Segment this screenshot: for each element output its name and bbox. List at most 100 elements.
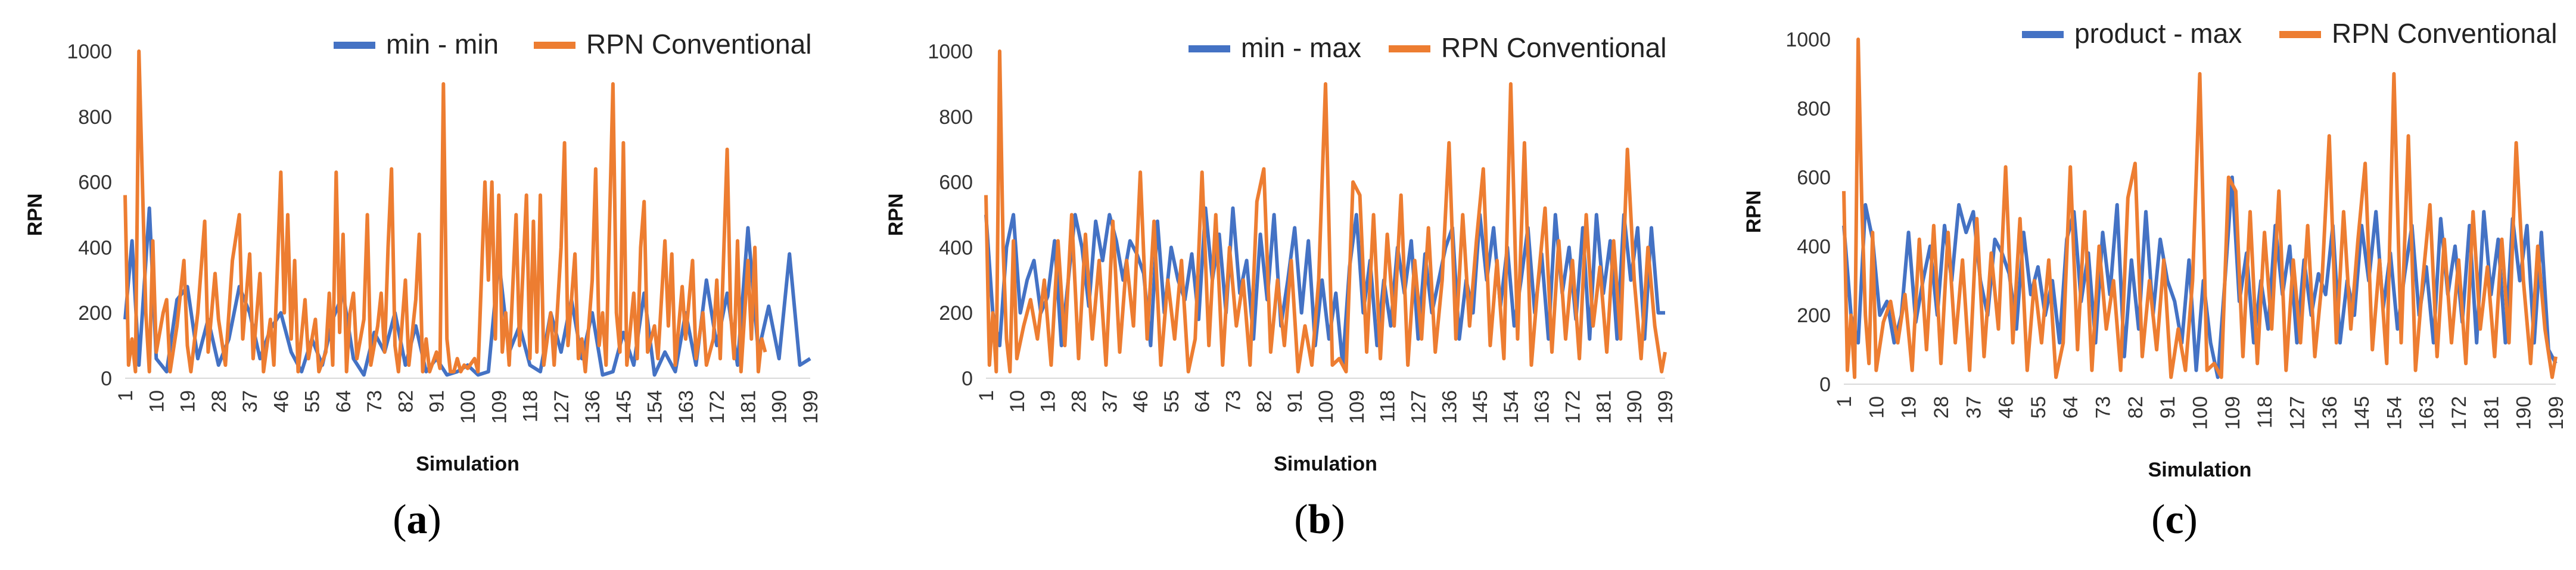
y-tick-label: 600 <box>1797 167 1831 189</box>
x-tick-label: 172 <box>1562 390 1585 424</box>
series-line-primary <box>984 206 1665 367</box>
legend: min - max RPN Conventional <box>1189 32 1666 63</box>
panel-caption: (a) <box>393 497 441 543</box>
y-axis-title: RPN <box>24 194 46 236</box>
x-tick-label: 10 <box>1006 390 1029 413</box>
x-tick-label: 100 <box>1315 390 1337 424</box>
x-tick-label: 46 <box>270 390 293 413</box>
x-tick-label: 82 <box>394 390 417 413</box>
x-tick-label: 109 <box>2222 396 2244 430</box>
y-tick-label: 0 <box>101 367 112 390</box>
x-axis-title: Simulation <box>416 453 519 475</box>
x-tick-label: 172 <box>2448 396 2471 430</box>
y-tick-label: 800 <box>78 106 112 129</box>
y-tick-label: 400 <box>78 236 112 259</box>
y-axis-title: RPN <box>885 194 907 236</box>
x-tick-label: 73 <box>363 390 386 413</box>
legend: product - max RPN Conventional <box>2022 18 2557 49</box>
x-tick-label: 19 <box>1898 396 1921 419</box>
x-tick-label: 64 <box>2059 396 2082 419</box>
x-tick-label: 190 <box>1623 390 1646 424</box>
x-tick-label: 64 <box>332 390 355 413</box>
x-tick-label: 1 <box>114 390 137 401</box>
x-tick-label: 127 <box>2286 396 2309 430</box>
x-tick-label: 181 <box>2480 396 2503 430</box>
y-axis-title: RPN <box>1743 191 1765 233</box>
x-tick-label: 82 <box>2124 396 2147 419</box>
y-tick-label: 600 <box>939 172 973 194</box>
x-tick-label: 199 <box>799 390 822 424</box>
x-tick-label: 28 <box>1930 396 1953 419</box>
x-tick-label: 127 <box>550 390 573 424</box>
x-tick-label: 145 <box>2351 396 2373 430</box>
legend-label: RPN Conventional <box>586 29 811 60</box>
chart-panel-2: 0 200 400 600 800 1000 1 10 19 28 37 46 55 64 73 82 91 10… <box>885 32 1677 543</box>
legend-label: min - max <box>1241 32 1361 63</box>
y-tick-label: 600 <box>78 172 112 194</box>
legend-label: RPN Conventional <box>1441 32 1666 63</box>
panel-caption-letter: a <box>407 497 428 543</box>
x-tick-label: 136 <box>581 390 604 424</box>
panel-caption: (b) <box>1294 497 1345 543</box>
series-line-rpn-conventional <box>984 49 1667 373</box>
y-tick-label: 200 <box>78 302 112 325</box>
x-tick-label: 91 <box>1284 390 1306 413</box>
x-tick-label: 163 <box>2416 396 2438 430</box>
legend-label: product - max <box>2074 18 2242 49</box>
x-tick-label: 154 <box>644 390 667 424</box>
x-tick-label: 28 <box>1068 390 1090 413</box>
x-tick-label: 46 <box>1995 396 2018 419</box>
x-tick-label: 55 <box>301 390 324 413</box>
x-tick-label: 82 <box>1253 390 1275 413</box>
x-tick-label: 127 <box>1407 390 1430 424</box>
x-axis-title: Simulation <box>1274 453 1377 475</box>
x-tick-label: 1 <box>975 390 998 401</box>
series-line-rpn-conventional <box>123 49 767 373</box>
legend-label: RPN Conventional <box>2332 18 2557 49</box>
x-tick-label: 73 <box>1222 390 1245 413</box>
x-tick-label: 28 <box>208 390 231 413</box>
x-tick-label: 100 <box>2189 396 2212 430</box>
series-line-primary <box>1842 175 2558 379</box>
x-tick-label: 100 <box>457 390 480 424</box>
x-tick-label: 154 <box>1500 390 1523 424</box>
x-tick-label: 118 <box>1377 390 1399 422</box>
x-tick-label: 64 <box>1191 390 1214 413</box>
chart-panel-3: 0 200 400 600 800 1000 1 10 19 28 37 46 55 64 73 82 91 10… <box>1743 18 2568 543</box>
panel-caption: (c) <box>2151 497 2198 543</box>
series-line-rpn-conventional <box>1842 38 2558 379</box>
y-tick-label: 0 <box>962 367 973 390</box>
x-tick-label: 73 <box>2092 396 2115 419</box>
x-tick-label: 118 <box>2254 396 2276 428</box>
x-tick-label: 19 <box>1037 390 1060 413</box>
y-tick-label: 800 <box>939 106 973 129</box>
y-tick-label: 1000 <box>1785 29 1831 51</box>
x-tick-label: 181 <box>737 390 760 424</box>
x-tick-label: 199 <box>1654 390 1677 424</box>
x-tick-label: 19 <box>177 390 200 413</box>
x-tick-label: 118 <box>519 390 542 422</box>
x-tick-label: 37 <box>1099 390 1121 413</box>
x-tick-label: 190 <box>2513 396 2535 430</box>
y-tick-label: 1000 <box>928 41 973 63</box>
x-tick-label: 145 <box>1469 390 1492 424</box>
legend-label: min - min <box>386 29 499 60</box>
x-tick-label: 37 <box>239 390 262 413</box>
y-tick-label: 200 <box>939 302 973 325</box>
x-axis-title: Simulation <box>2148 459 2252 481</box>
x-tick-label: 10 <box>145 390 168 413</box>
x-tick-label: 199 <box>2545 396 2568 430</box>
x-tick-label: 109 <box>1346 390 1368 424</box>
x-tick-label: 10 <box>1865 396 1888 419</box>
y-tick-label: 800 <box>1797 98 1831 120</box>
y-tick-label: 200 <box>1797 304 1831 327</box>
x-tick-label: 91 <box>2157 396 2179 419</box>
legend: min - min RPN Conventional <box>334 29 811 60</box>
panel-caption-letter: b <box>1308 497 1331 543</box>
x-tick-label: 163 <box>675 390 698 424</box>
x-tick-label: 136 <box>2319 396 2341 430</box>
chart-panel-1: 0 200 400 600 800 1000 1 10 19 28 37 46 55 64 73 82 91 10… <box>24 29 822 543</box>
x-tick-label: 55 <box>1161 390 1183 413</box>
x-tick-label: 109 <box>488 390 511 424</box>
x-tick-label: 136 <box>1438 390 1461 424</box>
